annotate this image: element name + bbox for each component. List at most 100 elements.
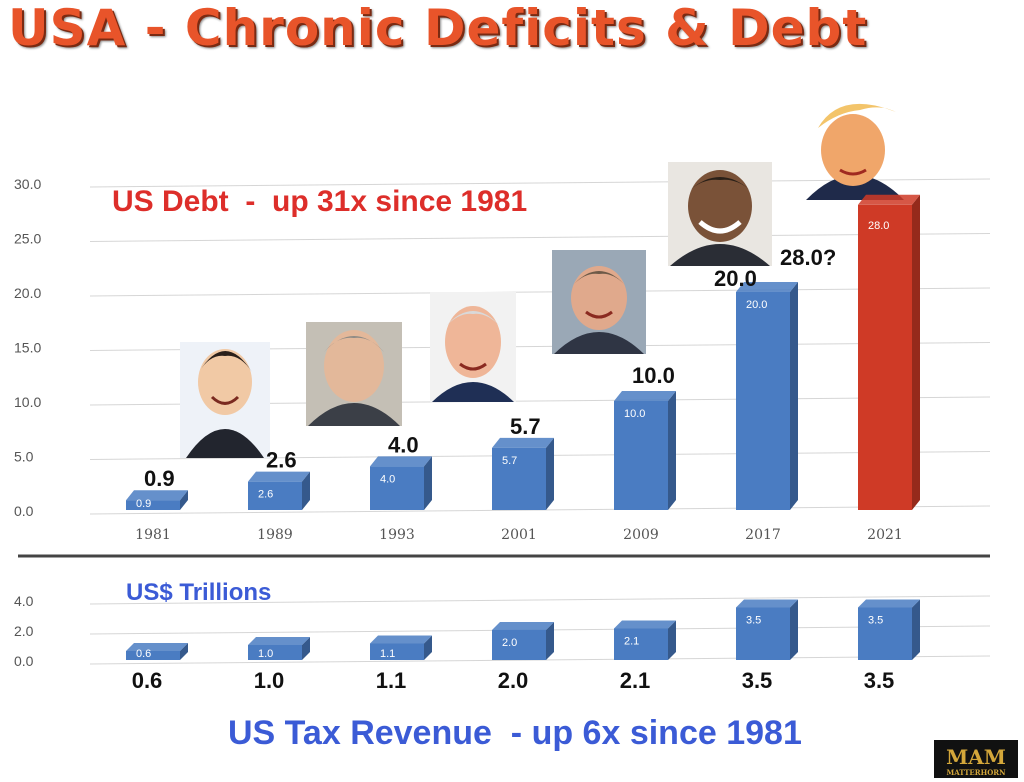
y-tick-label: 25.0 (14, 231, 41, 247)
bar-inner-label: 1.1 (380, 648, 395, 660)
bar-side (790, 282, 798, 510)
bar-top (248, 471, 310, 482)
debt-annotation: US Debt - up 31x since 1981 (112, 185, 527, 218)
bar-2021 (858, 599, 920, 660)
bar-top (858, 599, 920, 608)
bar-side (302, 637, 310, 660)
bar-side (668, 620, 676, 660)
bar-outer-label: 0.9 (144, 466, 175, 491)
bar-outer-label: 5.7 (510, 414, 541, 439)
bar-outer-label: 10.0 (632, 363, 675, 388)
bar-2017 (736, 599, 798, 660)
bar-side (180, 490, 188, 510)
bar-outer-label: 1.1 (376, 668, 407, 693)
y-tick-label: 4.0 (14, 593, 34, 609)
bar-inner-label: 28.0 (868, 220, 889, 232)
y-tick-label: 30.0 (14, 176, 41, 192)
debt-bars (126, 194, 920, 511)
bar-outer-label: 4.0 (388, 432, 419, 457)
gridline (89, 233, 991, 242)
x-tick-label: 1993 (379, 527, 415, 543)
bar-front (370, 466, 424, 510)
bar-side (912, 599, 920, 660)
portrait-1989 (306, 322, 402, 426)
bar-inner-label: 2.1 (624, 636, 639, 648)
bar-outer-label: 2.0 (498, 668, 529, 693)
bar-inner-label: 1.0 (258, 648, 273, 660)
logo-text: MAM (946, 745, 1006, 769)
bar-1989 (248, 637, 310, 660)
x-tick-label: 2021 (867, 527, 903, 543)
units-annotation: US$ Trillions (126, 579, 271, 606)
bar-1981 (126, 490, 188, 510)
bar-1993 (370, 635, 432, 660)
debt-labels: 0.9 0.9 1981 2.6 2.6 1989 4.0 4.0 1993 5.7 5.7 2001… (135, 220, 903, 543)
bar-side (424, 635, 432, 660)
bar-side (546, 437, 554, 510)
portrait-2001 (552, 250, 646, 354)
bar-1989 (248, 471, 310, 510)
portrait-1981 (180, 342, 270, 458)
y-tick-label: 5.0 (14, 449, 34, 465)
tax-bars (126, 599, 920, 660)
x-tick-label: 2017 (745, 527, 781, 543)
bar-2009 (614, 620, 676, 660)
bar-front (614, 401, 668, 510)
bar-front (248, 645, 302, 660)
y-tick-label: 0.0 (14, 653, 34, 669)
bar-inner-label: 10.0 (624, 408, 645, 420)
portrait-2017 (806, 103, 904, 200)
bar-2001 (492, 622, 554, 660)
tax-annotation: US Tax Revenue - up 6x since 1981 (228, 714, 802, 752)
matterhorn-logo: MAM MATTERHORN (934, 740, 1018, 778)
bar-1993 (370, 456, 432, 510)
bar-inner-label: 4.0 (380, 473, 395, 485)
bar-top (370, 456, 432, 467)
bar-inner-label: 0.9 (136, 498, 151, 510)
bar-top (126, 490, 188, 501)
bar-top (248, 637, 310, 645)
bar-front (614, 628, 668, 660)
y-tick-label: 20.0 (14, 285, 41, 301)
bar-front (858, 204, 912, 511)
bar-front (126, 500, 180, 510)
portrait-illustrations (180, 103, 904, 458)
bar-top (370, 635, 432, 644)
bar-inner-label: 20.0 (746, 299, 767, 311)
bar-inner-label: 2.0 (502, 637, 517, 649)
bar-top (736, 282, 798, 292)
bar-top (126, 643, 188, 651)
bar-front (370, 643, 424, 660)
bar-2001 (492, 437, 554, 510)
bar-top (492, 622, 554, 630)
bar-side (302, 471, 310, 510)
bar-outer-label: 2.6 (266, 448, 297, 473)
portrait-2009 (668, 162, 772, 266)
logo-subtext: MATTERHORN (946, 768, 1006, 777)
bar-side (790, 599, 798, 660)
bar-front (736, 292, 790, 510)
y-tick-label: 2.0 (14, 623, 34, 639)
bar-front (248, 481, 302, 510)
gridline (89, 595, 991, 605)
bar-top (492, 437, 554, 448)
bar-inner-label: 2.6 (258, 489, 273, 501)
bar-outer-label: 0.6 (132, 668, 163, 693)
y-tick-label: 15.0 (14, 340, 41, 356)
bar-top (736, 599, 798, 608)
bar-inner-label: 0.6 (136, 648, 151, 660)
x-tick-label: 1981 (135, 527, 171, 543)
bar-side (912, 194, 920, 511)
portrait-1993 (430, 292, 516, 402)
bar-2021 (858, 194, 920, 511)
bar-outer-label: 20.0 (714, 266, 757, 291)
bar-2009 (614, 391, 676, 510)
y-tick-label: 10.0 (14, 394, 41, 410)
bar-front (492, 630, 546, 660)
bar-front (858, 607, 912, 660)
bar-inner-label: 5.7 (502, 455, 517, 467)
bar-inner-label: 3.5 (868, 615, 883, 627)
bar-side (668, 391, 676, 510)
bar-top (614, 620, 676, 629)
